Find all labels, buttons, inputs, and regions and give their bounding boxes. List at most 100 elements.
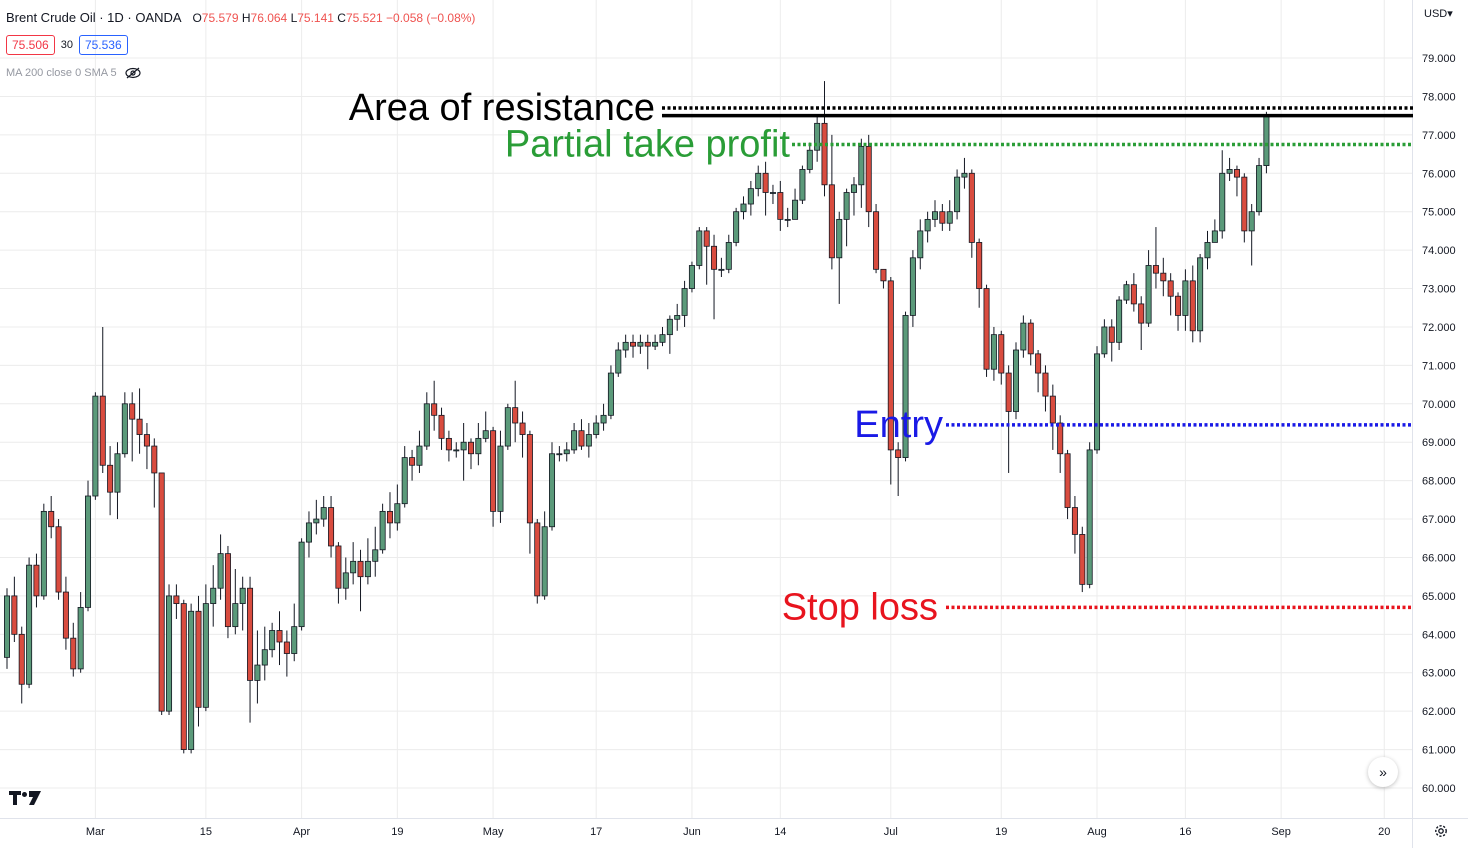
candle-body: [1226, 169, 1233, 174]
indicator-legend[interactable]: MA 200 close 0 SMA 5: [6, 67, 141, 79]
candle: [1263, 111, 1270, 174]
candle-body: [1175, 295, 1182, 316]
candle-body: [320, 507, 327, 520]
candle: [85, 480, 92, 612]
candle: [821, 81, 828, 197]
candle-body: [232, 603, 239, 628]
candle-body: [622, 341, 629, 351]
candle: [129, 392, 136, 462]
candle-body: [423, 403, 430, 447]
candle: [107, 446, 114, 516]
candle-body: [1108, 326, 1115, 343]
candle: [622, 334, 629, 358]
candle-body: [607, 372, 614, 416]
candle-body: [1013, 349, 1020, 412]
candle-body: [556, 453, 563, 456]
candle-body: [769, 192, 776, 194]
candle: [1160, 257, 1167, 297]
candle: [1248, 204, 1255, 266]
candle-body: [873, 211, 880, 270]
candle-body: [1152, 265, 1159, 274]
candle-body: [931, 211, 938, 220]
candle: [261, 626, 268, 681]
candle-body: [158, 472, 165, 712]
candle-body: [821, 122, 828, 186]
candle: [4, 588, 10, 669]
candle-body: [364, 560, 371, 578]
candle-body: [173, 595, 180, 604]
candle-body: [379, 510, 386, 551]
currency-selector[interactable]: USD▾: [1424, 7, 1453, 20]
candle: [873, 204, 880, 274]
y-tick-label: 71.000: [1422, 360, 1456, 372]
candle: [18, 626, 25, 704]
candle: [298, 538, 305, 631]
candle-body: [1204, 242, 1211, 259]
candle-body: [143, 434, 150, 447]
candle-body: [578, 430, 585, 447]
candle: [55, 519, 62, 600]
candle-body: [954, 176, 961, 213]
gear-icon[interactable]: [1433, 823, 1449, 839]
candle-body: [1219, 172, 1226, 232]
candle: [990, 326, 997, 381]
y-tick-label: 68.000: [1422, 476, 1456, 488]
candle-body: [195, 610, 202, 708]
close-label: C: [337, 11, 346, 25]
close-value: 75.521: [345, 11, 383, 25]
candle: [725, 234, 732, 274]
candle: [924, 211, 931, 243]
x-tick-label: 19: [995, 826, 1007, 838]
candle: [1138, 296, 1145, 351]
symbol-title[interactable]: Brent Crude Oil · 1D · OANDA: [6, 10, 181, 25]
candle: [62, 576, 69, 650]
y-tick-label: 67.000: [1422, 514, 1456, 526]
candle: [733, 207, 740, 247]
candle-body: [92, 395, 99, 497]
candle-body: [1057, 422, 1064, 455]
tradingview-logo-icon[interactable]: [9, 788, 41, 806]
candle: [939, 204, 946, 231]
buy-price-button[interactable]: 75.536: [78, 35, 128, 55]
candle: [1175, 292, 1182, 331]
candle: [143, 423, 150, 470]
candle-body: [895, 449, 902, 458]
candle: [556, 446, 563, 462]
candle: [1005, 365, 1012, 473]
candle-body: [475, 437, 482, 455]
candle: [423, 392, 430, 450]
candle: [659, 326, 666, 347]
spread-value: 30: [60, 39, 73, 51]
candle-body: [276, 630, 283, 643]
candle-body: [1263, 115, 1270, 166]
y-tick-label: 74.000: [1422, 245, 1456, 257]
candle-body: [409, 457, 416, 466]
candle-body: [799, 169, 806, 201]
candle-body: [976, 242, 983, 289]
candle-body: [637, 341, 644, 347]
candle-body: [814, 122, 821, 151]
candle-body: [850, 184, 857, 193]
y-tick-label: 70.000: [1422, 399, 1456, 411]
candle: [541, 511, 548, 600]
candle: [931, 200, 938, 228]
candle: [283, 630, 290, 677]
x-tick-label: Apr: [293, 826, 310, 838]
candle-body: [453, 449, 460, 452]
sell-price-button[interactable]: 75.506: [6, 35, 55, 55]
candle-body: [70, 637, 77, 670]
candle: [600, 403, 607, 431]
eye-off-icon[interactable]: [125, 67, 141, 79]
candle: [320, 496, 327, 527]
candle: [1167, 273, 1174, 316]
candle-body: [681, 288, 688, 316]
candle: [902, 311, 909, 462]
candle-body: [247, 587, 254, 681]
scroll-to-realtime-button[interactable]: »: [1368, 757, 1398, 787]
candle: [1211, 219, 1218, 243]
candle: [1013, 342, 1020, 420]
candle: [210, 565, 217, 627]
candle: [239, 576, 246, 631]
